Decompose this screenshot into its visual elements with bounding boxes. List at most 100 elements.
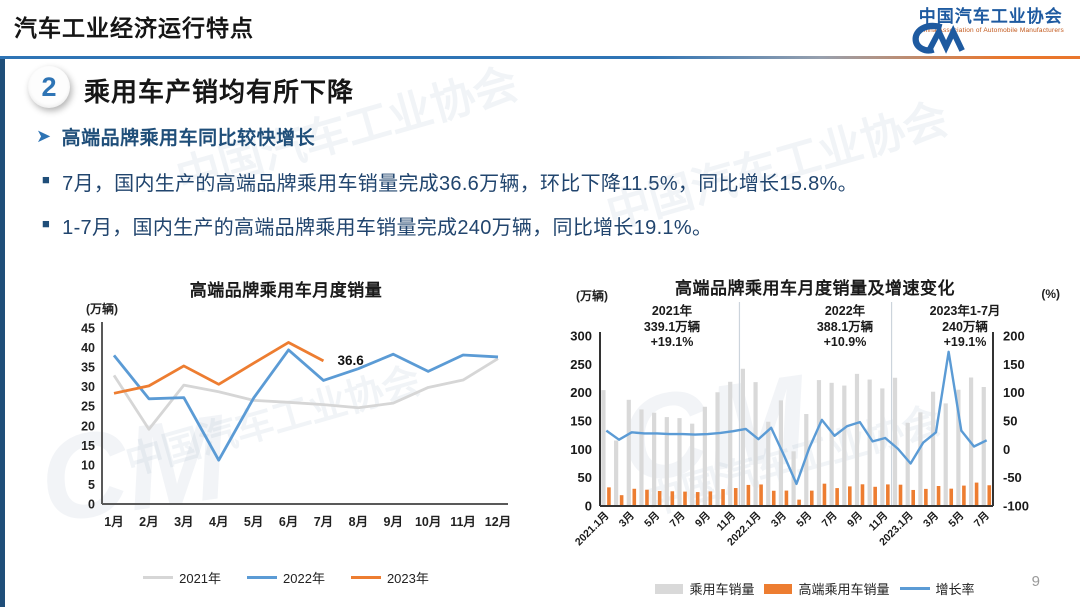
bar-premium-sales bbox=[848, 486, 852, 506]
page-number: 9 bbox=[1031, 573, 1040, 590]
x-tick-label: 5月 bbox=[946, 510, 966, 530]
legend-swatch bbox=[899, 587, 930, 590]
bar-total-sales bbox=[677, 418, 682, 506]
annotation-line: 2023年1-7月 bbox=[929, 304, 1001, 318]
bar-premium-sales bbox=[708, 491, 713, 506]
bar-total-sales bbox=[626, 399, 631, 506]
legend-line-swatch bbox=[247, 576, 278, 579]
x-tick-label: 11月 bbox=[450, 515, 476, 529]
left-tick-label: 250 bbox=[570, 357, 592, 372]
y-tick-label: 25 bbox=[81, 400, 95, 414]
series-line-2022年 bbox=[112, 348, 499, 462]
bar-total-sales bbox=[601, 390, 606, 506]
legend-label: 增长率 bbox=[935, 582, 975, 597]
y-tick-label: 5 bbox=[88, 478, 95, 492]
bar-total-sales bbox=[702, 406, 707, 506]
right-tick-label: 100 bbox=[1003, 385, 1025, 400]
bar-premium-sales bbox=[809, 490, 814, 506]
x-tick-label: 3月 bbox=[769, 510, 789, 530]
chart1-title: 高端品牌乘用车月度销量 bbox=[189, 281, 383, 300]
legend-swatch bbox=[655, 583, 684, 594]
annotation-line: 240万辆 bbox=[942, 319, 988, 334]
legend-line-swatch bbox=[350, 576, 381, 579]
bar-premium-sales bbox=[784, 490, 789, 506]
bar-premium-sales bbox=[898, 484, 903, 506]
bar-premium-sales bbox=[949, 488, 954, 506]
bar-premium-sales bbox=[632, 488, 637, 506]
bullet-text: 1-7月，国内生产的高端品牌乘用车销量完成240万辆，同比增长19.1%。 bbox=[62, 217, 713, 239]
bar-premium-sales bbox=[797, 499, 801, 506]
chart-monthly-sales: 高端品牌乘用车月度销量 (万辆) 0 5 10 15 20 25 30 35 40 45 1月 2月 3… bbox=[62, 276, 510, 602]
bar-premium-sales bbox=[619, 495, 624, 506]
bar-premium-sales bbox=[873, 486, 877, 506]
bar-premium-sales bbox=[924, 488, 928, 506]
legend-line-swatch bbox=[143, 576, 174, 579]
left-tick-label: 300 bbox=[570, 329, 592, 344]
bar-total-sales bbox=[740, 368, 745, 506]
y-tick-label: 0 bbox=[88, 498, 95, 512]
left-tick-label: 200 bbox=[570, 385, 592, 400]
bar-total-sales bbox=[664, 417, 669, 506]
x-tick-label: 8月 bbox=[349, 515, 368, 529]
right-tick-label: 200 bbox=[1003, 329, 1025, 344]
bar-premium-sales bbox=[721, 489, 725, 506]
page-title: 汽车工业经济运行特点 bbox=[14, 15, 254, 41]
legend-item: 2023年 bbox=[350, 568, 429, 587]
section-heading: 乘用车产销均有所下降 bbox=[84, 77, 355, 107]
org-name-en: China Association of Automobile Manufact… bbox=[918, 26, 1064, 34]
annotation-line: 2021年 bbox=[651, 304, 693, 318]
annotation-line: +19.1% bbox=[943, 335, 987, 350]
x-tick-label: 6月 bbox=[279, 515, 298, 529]
x-tick-label: 12月 bbox=[485, 515, 510, 529]
y-tick-label: 20 bbox=[81, 419, 95, 433]
left-tick-label: 50 bbox=[578, 470, 592, 485]
chart-sales-growth: 高端品牌乘用车月度销量及增速变化 (万辆) (%) 2021年 339.1万辆 +1… bbox=[556, 274, 1074, 604]
x-tick-label: 7月 bbox=[314, 515, 333, 529]
bar-premium-sales bbox=[974, 482, 979, 506]
square-bullet-icon: ■ bbox=[42, 216, 51, 231]
annotation-line: 339.1万辆 bbox=[643, 319, 701, 334]
bullet-item: ■ 7月，国内生产的高端品牌乘用车销量完成36.6万辆，环比下降11.5%，同比… bbox=[42, 167, 858, 196]
legend-label: 高端乘用车销量 bbox=[798, 582, 890, 597]
bar-total-sales bbox=[930, 391, 936, 506]
chart2-right-unit-label: (%) bbox=[1041, 287, 1060, 301]
year-summary-annotation: 2021年 339.1万辆 +19.1% bbox=[644, 304, 700, 351]
y-tick-label: 45 bbox=[81, 322, 95, 336]
bar-total-sales bbox=[753, 382, 758, 506]
x-tick-label: 1月 bbox=[104, 515, 123, 529]
header-divider bbox=[0, 56, 1080, 59]
bar-premium-sales bbox=[911, 489, 915, 506]
bar-total-sales bbox=[918, 412, 923, 506]
bar-premium-sales bbox=[860, 484, 865, 506]
right-tick-label: 0 bbox=[1003, 442, 1010, 457]
bar-premium-sales bbox=[962, 485, 966, 506]
bar-total-sales bbox=[766, 421, 771, 506]
x-tick-label: 5月 bbox=[244, 515, 263, 529]
right-tick-label: 50 bbox=[1003, 414, 1017, 429]
arrow-bullet-icon: ➤ bbox=[36, 126, 52, 146]
bar-premium-sales bbox=[607, 487, 611, 506]
bar-total-sales bbox=[956, 389, 961, 506]
bar-total-sales bbox=[842, 385, 847, 506]
bar-premium-sales bbox=[822, 483, 827, 506]
left-tick-label: 100 bbox=[570, 442, 592, 457]
bar-total-sales bbox=[639, 409, 644, 506]
org-name-cn: 中国汽车工业协会 bbox=[918, 7, 1063, 26]
bar-premium-sales bbox=[886, 484, 890, 506]
bar-premium-sales bbox=[733, 488, 738, 506]
bullet-text: 7月，国内生产的高端品牌乘用车销量完成36.6万辆，环比下降11.5%，同比增长… bbox=[62, 173, 858, 195]
x-tick-label: 7月 bbox=[667, 510, 687, 530]
bar-total-sales bbox=[981, 387, 986, 506]
series-line-2023年 bbox=[113, 341, 325, 395]
bar-premium-sales bbox=[683, 491, 687, 506]
bar-premium-sales bbox=[936, 485, 941, 506]
bar-premium-sales bbox=[670, 491, 675, 506]
org-logo: 中国汽车工业协会 China Association of Automobile… bbox=[911, 7, 1064, 55]
legend-label: 2021年 bbox=[179, 571, 222, 586]
x-tick-label: 9月 bbox=[845, 510, 865, 530]
right-tick-label: 150 bbox=[1003, 357, 1025, 372]
x-tick-label: 3月 bbox=[617, 510, 637, 530]
series-line-2021年 bbox=[112, 357, 499, 431]
sub-heading-text: 高端品牌乘用车同比较快增长 bbox=[61, 128, 316, 149]
left-tick-label: 0 bbox=[585, 499, 592, 514]
